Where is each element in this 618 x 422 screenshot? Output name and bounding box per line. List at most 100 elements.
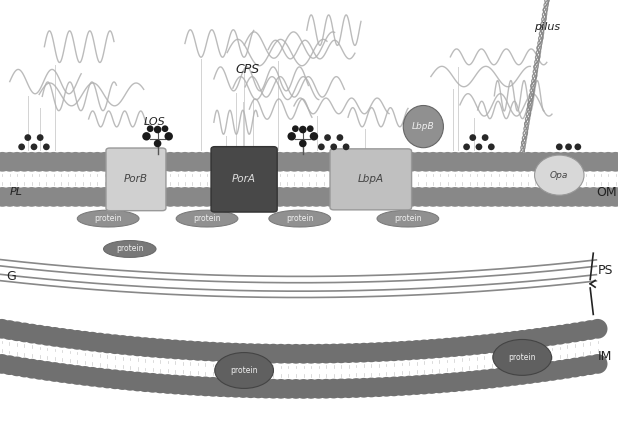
Ellipse shape: [120, 371, 140, 391]
Ellipse shape: [584, 187, 604, 207]
Ellipse shape: [343, 152, 363, 172]
Ellipse shape: [226, 378, 245, 398]
Ellipse shape: [554, 152, 574, 172]
Ellipse shape: [339, 379, 358, 398]
Ellipse shape: [525, 152, 545, 172]
Ellipse shape: [606, 152, 618, 172]
Ellipse shape: [90, 368, 110, 387]
Ellipse shape: [414, 340, 434, 359]
Ellipse shape: [337, 134, 343, 141]
Text: protein: protein: [286, 214, 313, 223]
Ellipse shape: [146, 187, 166, 207]
Ellipse shape: [248, 187, 268, 207]
Ellipse shape: [203, 342, 223, 362]
Ellipse shape: [22, 187, 41, 207]
Ellipse shape: [226, 152, 246, 172]
Ellipse shape: [66, 187, 85, 207]
Ellipse shape: [234, 378, 253, 398]
Ellipse shape: [153, 187, 173, 207]
Ellipse shape: [569, 152, 589, 172]
Ellipse shape: [354, 343, 374, 362]
Ellipse shape: [548, 187, 567, 207]
Ellipse shape: [7, 152, 27, 172]
Ellipse shape: [431, 187, 451, 207]
Ellipse shape: [573, 357, 593, 376]
Ellipse shape: [180, 341, 200, 360]
Ellipse shape: [176, 210, 238, 227]
Ellipse shape: [98, 333, 117, 353]
Ellipse shape: [0, 320, 19, 340]
Ellipse shape: [286, 379, 306, 399]
Ellipse shape: [292, 125, 298, 132]
Text: G: G: [6, 270, 16, 283]
Ellipse shape: [301, 379, 321, 399]
Ellipse shape: [19, 143, 25, 150]
Ellipse shape: [493, 339, 552, 375]
Ellipse shape: [15, 322, 35, 342]
Ellipse shape: [263, 187, 282, 207]
Ellipse shape: [331, 344, 351, 363]
Ellipse shape: [309, 344, 328, 364]
Ellipse shape: [310, 132, 318, 141]
Ellipse shape: [147, 125, 153, 132]
Ellipse shape: [150, 373, 170, 393]
Ellipse shape: [474, 152, 494, 172]
Ellipse shape: [548, 152, 567, 172]
Ellipse shape: [525, 187, 545, 207]
Ellipse shape: [51, 152, 70, 172]
Ellipse shape: [284, 187, 304, 207]
Ellipse shape: [482, 134, 488, 141]
Ellipse shape: [143, 373, 163, 393]
Ellipse shape: [287, 132, 296, 141]
Ellipse shape: [379, 187, 399, 207]
Ellipse shape: [299, 140, 307, 147]
Ellipse shape: [73, 152, 93, 172]
Ellipse shape: [318, 143, 324, 150]
Ellipse shape: [299, 187, 319, 207]
Ellipse shape: [556, 143, 562, 150]
Ellipse shape: [66, 152, 85, 172]
Text: LbpA: LbpA: [358, 174, 384, 184]
Ellipse shape: [131, 187, 151, 207]
Ellipse shape: [343, 143, 349, 150]
Ellipse shape: [271, 344, 290, 364]
Ellipse shape: [430, 338, 449, 358]
Ellipse shape: [328, 152, 348, 172]
Ellipse shape: [188, 341, 208, 361]
Ellipse shape: [279, 344, 298, 364]
Ellipse shape: [550, 360, 570, 380]
Ellipse shape: [0, 152, 12, 172]
Ellipse shape: [467, 370, 487, 390]
Ellipse shape: [120, 336, 140, 356]
Ellipse shape: [452, 336, 472, 356]
Ellipse shape: [512, 330, 532, 350]
Ellipse shape: [404, 106, 444, 148]
Ellipse shape: [292, 152, 311, 172]
Ellipse shape: [365, 152, 384, 172]
Ellipse shape: [460, 187, 480, 207]
Ellipse shape: [399, 341, 419, 360]
Ellipse shape: [197, 187, 217, 207]
Ellipse shape: [565, 322, 585, 342]
Ellipse shape: [44, 362, 64, 382]
Ellipse shape: [102, 187, 122, 207]
Ellipse shape: [527, 328, 547, 348]
Ellipse shape: [354, 378, 374, 398]
Ellipse shape: [204, 187, 224, 207]
Ellipse shape: [362, 343, 381, 362]
Ellipse shape: [481, 187, 501, 207]
Text: CPS: CPS: [235, 63, 260, 76]
Ellipse shape: [557, 359, 577, 379]
Ellipse shape: [102, 152, 122, 172]
Ellipse shape: [0, 355, 19, 375]
Text: protein: protein: [193, 214, 221, 223]
Ellipse shape: [167, 152, 187, 172]
Ellipse shape: [496, 152, 516, 172]
Text: IM: IM: [598, 350, 612, 363]
Ellipse shape: [467, 152, 487, 172]
Ellipse shape: [37, 134, 43, 141]
Text: LOS: LOS: [143, 117, 166, 127]
Ellipse shape: [314, 152, 334, 172]
Ellipse shape: [452, 187, 472, 207]
Ellipse shape: [219, 187, 239, 207]
